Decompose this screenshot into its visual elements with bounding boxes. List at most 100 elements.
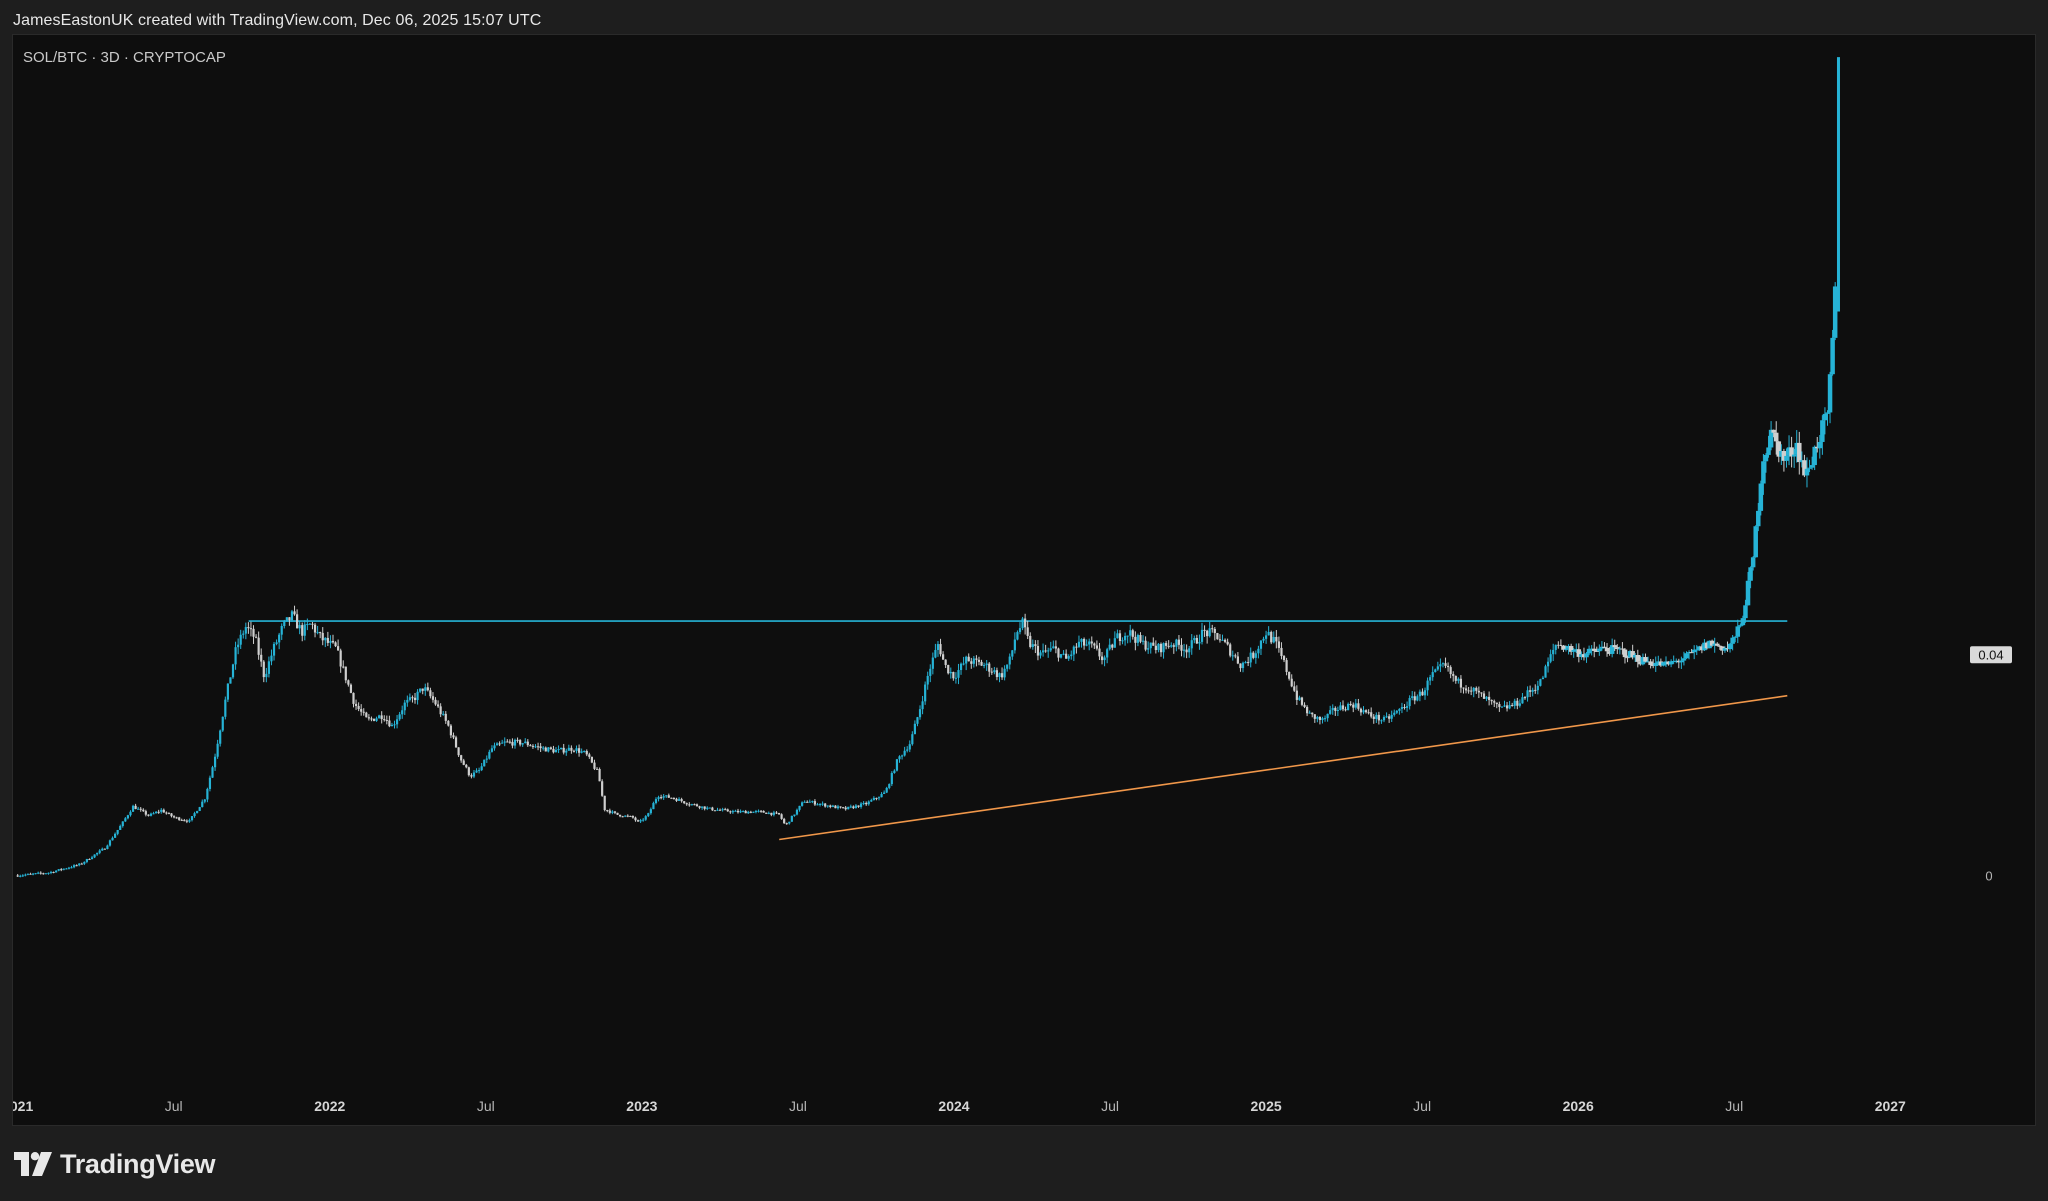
candle-body	[903, 750, 906, 756]
candle-body	[1740, 618, 1746, 626]
candle-body	[1136, 635, 1140, 643]
candle-body	[442, 713, 445, 715]
candle-body	[1620, 648, 1625, 650]
candle-body	[1239, 663, 1242, 669]
candle-body	[1732, 636, 1738, 638]
candle-body	[55, 870, 58, 873]
candle-body	[1029, 635, 1032, 647]
candle-body	[885, 787, 888, 793]
candle-body	[237, 644, 240, 648]
candle-body	[1735, 626, 1741, 637]
candle-body	[1347, 703, 1350, 711]
candle-body	[1743, 605, 1748, 619]
candle-body	[70, 867, 73, 869]
candle-body	[1372, 716, 1375, 719]
candle-body	[1576, 649, 1582, 657]
candle-body	[1336, 709, 1339, 711]
candle-body	[511, 741, 514, 746]
candle-body	[344, 666, 347, 681]
candle-body	[929, 668, 932, 676]
candle-body	[1295, 690, 1298, 700]
candle-body	[975, 658, 978, 660]
candle-body	[390, 724, 394, 727]
candle-body	[688, 804, 691, 806]
candle-body	[757, 810, 760, 812]
candle-body	[1054, 646, 1057, 649]
candle-body	[452, 735, 455, 738]
candle-body	[1488, 696, 1491, 701]
candle-body	[862, 802, 865, 804]
candle-body	[908, 744, 911, 750]
candle-body	[1080, 638, 1083, 642]
candle-body	[780, 814, 783, 819]
candle-body	[280, 626, 283, 635]
candle-body	[124, 818, 127, 822]
candle-body	[944, 659, 947, 665]
candle-body	[1470, 690, 1473, 692]
candle-body	[865, 802, 868, 805]
candle-body	[900, 755, 904, 757]
candle-body	[1771, 429, 1776, 433]
candle-body	[803, 801, 806, 803]
candle-body	[1018, 628, 1022, 633]
candle-body	[16, 875, 19, 877]
candle-body	[572, 750, 576, 752]
tradingview-wordmark: TradingView	[60, 1148, 216, 1179]
candle-body	[1213, 628, 1216, 634]
candle-body	[1285, 660, 1288, 672]
candle-body	[421, 688, 424, 691]
candle-body	[954, 677, 958, 679]
candle-body	[37, 872, 40, 874]
candle-body	[1008, 656, 1011, 665]
candle-body	[1139, 635, 1142, 642]
candle-body	[137, 808, 140, 810]
candle-body	[388, 720, 391, 727]
rising-support-line	[779, 694, 1788, 841]
candle-body	[1589, 648, 1594, 650]
candle-body	[126, 815, 130, 819]
tradingview-logo[interactable]: TradingView	[14, 1148, 216, 1180]
price-chart[interactable]: 2021 Jul 2022 Jul 2023 Jul 2024 Jul 2025 Jul 2026 J…	[13, 35, 2037, 1127]
candle-body	[1498, 704, 1501, 707]
candle-body	[1259, 640, 1263, 649]
candle-body	[57, 869, 60, 871]
candle-body	[1602, 646, 1607, 648]
candle-body	[1013, 639, 1016, 651]
candle-body	[967, 656, 970, 662]
candle-body	[844, 807, 847, 810]
candle-body	[337, 646, 340, 651]
candle-body	[1359, 708, 1363, 713]
candle-body	[1681, 658, 1687, 661]
candle-body	[221, 716, 224, 731]
candle-body	[970, 661, 973, 664]
candle-body	[859, 803, 863, 807]
candle-body	[493, 745, 496, 749]
candle-body	[1817, 441, 1823, 449]
candle-body	[275, 642, 278, 644]
candle-body	[216, 743, 219, 757]
candle-body	[570, 747, 573, 751]
candle-body	[1518, 703, 1521, 706]
candle-body	[1421, 691, 1424, 696]
x-tick-label: 2023	[626, 1098, 657, 1114]
candle-body	[1047, 650, 1050, 652]
candle-body	[308, 623, 312, 625]
candle-body	[1750, 557, 1756, 568]
candle-body	[554, 750, 558, 753]
candle-body	[324, 637, 327, 641]
candle-body	[413, 697, 417, 701]
candle-body	[590, 756, 593, 763]
candle-body	[1116, 633, 1119, 639]
candle-body	[198, 807, 201, 812]
candle-body	[1661, 662, 1666, 666]
candle-body	[1390, 714, 1393, 719]
candle-body	[160, 809, 163, 812]
candle-body	[1452, 674, 1455, 676]
candle-body	[1354, 703, 1357, 708]
candle-body	[1300, 697, 1304, 705]
candle-body	[913, 723, 916, 735]
candle-body	[1098, 648, 1101, 657]
chart-panel[interactable]: 2021 Jul 2022 Jul 2023 Jul 2024 Jul 2025 Jul 2026 J…	[12, 34, 2036, 1126]
candle-body	[644, 816, 647, 820]
candle-body	[1016, 632, 1019, 640]
